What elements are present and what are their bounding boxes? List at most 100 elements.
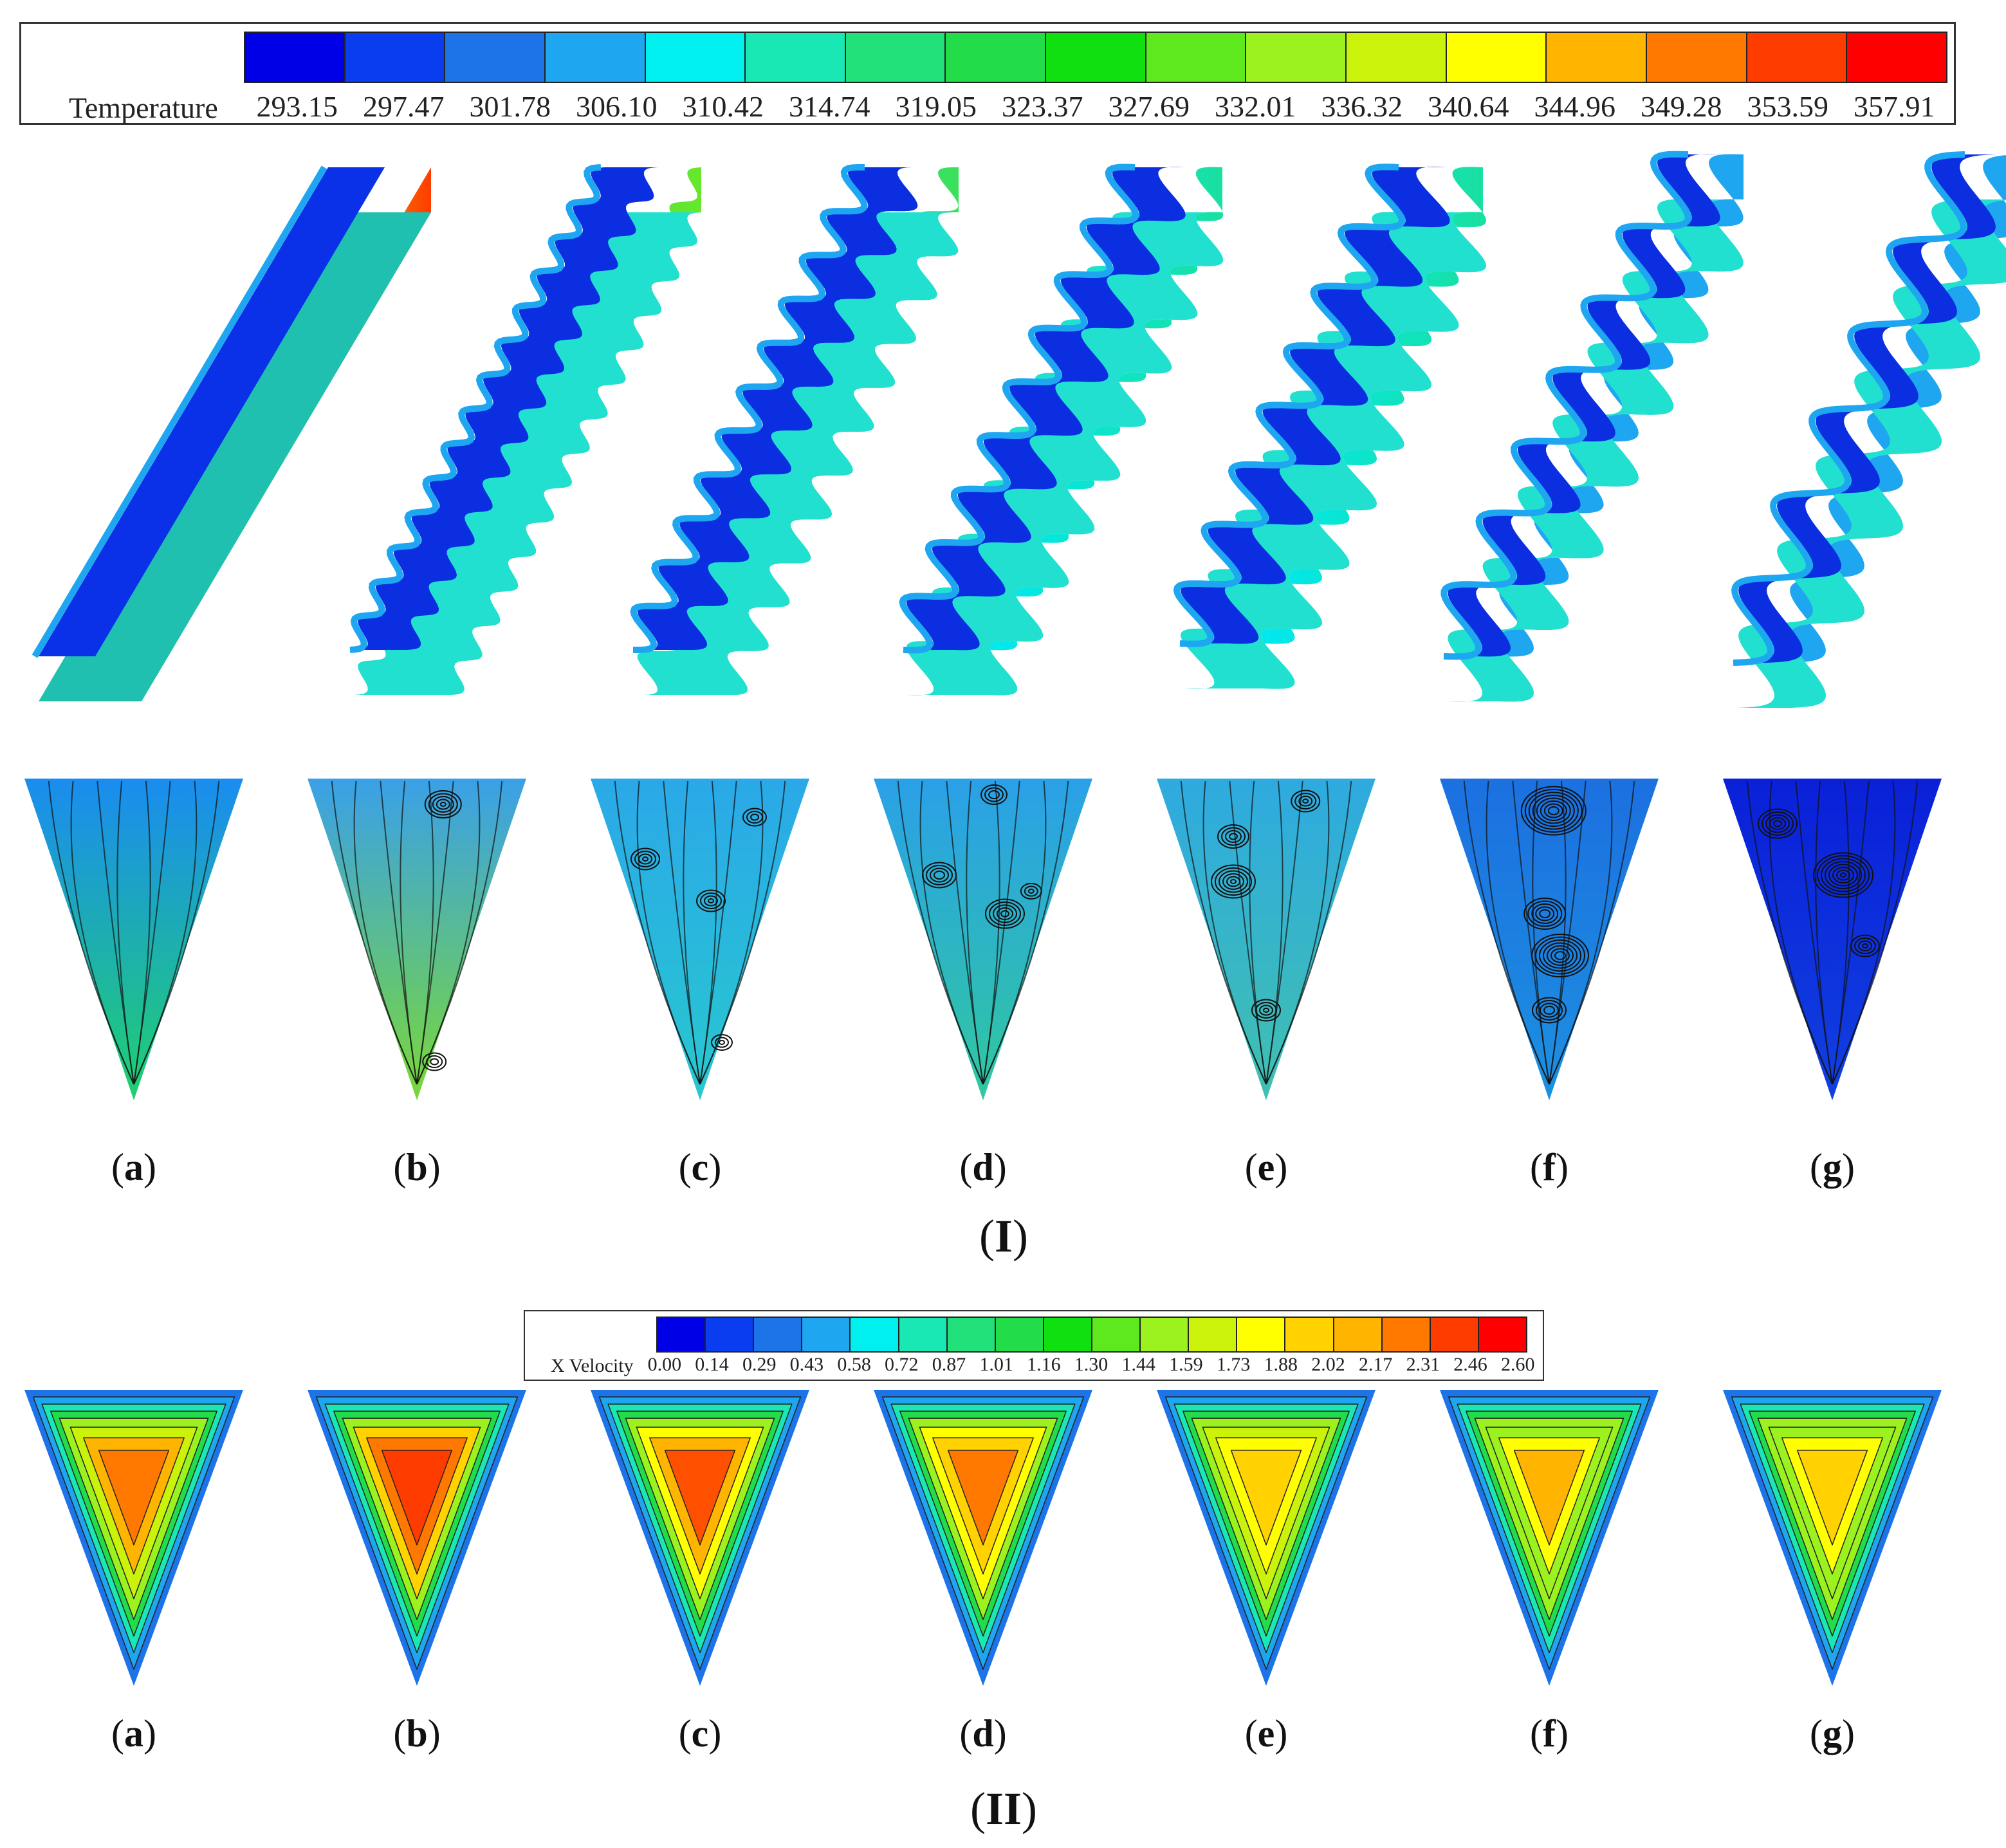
vortex-ring — [1832, 867, 1854, 883]
vortex-ring — [1825, 861, 1862, 889]
temperature-swatch — [445, 33, 546, 82]
velocity-tick-label: 1.73 — [1216, 1354, 1251, 1375]
vortex-ring — [1531, 903, 1559, 924]
panel-label-g: (g) — [1810, 1146, 1855, 1188]
streamline — [116, 781, 134, 1085]
vortex-ring — [1773, 820, 1782, 827]
panel-label-c: (c) — [678, 1712, 722, 1755]
velocity-tick-label: 2.17 — [1358, 1354, 1393, 1375]
velocity-tick-label: 0.00 — [647, 1354, 682, 1375]
streamline — [699, 781, 737, 1085]
streamline — [966, 781, 984, 1085]
velocity-tick-label: 2.31 — [1406, 1354, 1440, 1375]
channel-edge-band — [630, 163, 868, 654]
velocity-swatch — [947, 1318, 996, 1351]
channel-edge-band — [899, 163, 1139, 654]
velocity-swatch — [802, 1318, 851, 1351]
vortex-ring — [1291, 790, 1321, 813]
velocity-swatch — [1092, 1318, 1141, 1351]
vortex-ring — [1259, 1004, 1273, 1016]
channel-3d-e — [1173, 163, 1487, 689]
vortex-ring — [1535, 906, 1555, 921]
vortex-ring — [742, 808, 767, 827]
vortex-ring — [1536, 797, 1571, 824]
vortex-ring — [1020, 883, 1042, 900]
velocity-swatch — [1044, 1318, 1092, 1351]
vortex-ring — [1862, 943, 1868, 948]
vortex-ring — [704, 895, 718, 907]
channel-3d-g — [1731, 151, 2006, 708]
temperature-swatch — [1446, 33, 1547, 82]
vortex-ring — [1225, 830, 1242, 843]
section-triangle — [1157, 779, 1376, 1100]
streamline — [683, 781, 701, 1085]
vortex-ring — [1251, 999, 1281, 1022]
velocity-tick-label: 1.59 — [1169, 1354, 1203, 1375]
panel-label-d: (d) — [959, 1712, 1007, 1755]
panel-label-b: (b) — [393, 1712, 441, 1755]
vortex-ring — [1298, 795, 1313, 807]
temperature-tick-label: 336.32 — [1321, 90, 1403, 123]
section-triangle — [591, 779, 809, 1100]
temperature-tick-label: 353.59 — [1747, 90, 1829, 123]
streamline — [353, 781, 418, 1085]
vortex-ring — [993, 904, 1017, 923]
vortex-ring — [432, 796, 454, 813]
vortex-ring — [1758, 808, 1798, 839]
velocity-tick-label: 0.58 — [837, 1354, 871, 1375]
vortex-ring — [1854, 938, 1876, 954]
vortex-ring — [1527, 900, 1563, 927]
vortex-ring — [1027, 889, 1035, 894]
vortex-ring — [1543, 803, 1563, 818]
velocity-contour-row — [24, 1390, 1942, 1686]
group-label-II: (II) — [970, 1783, 1037, 1834]
velocity-tick-label: 2.02 — [1311, 1354, 1345, 1375]
velocity-section-b — [308, 1390, 526, 1686]
velocity-swatch — [1478, 1318, 1526, 1351]
streamline — [1265, 781, 1303, 1085]
temperature-swatch — [1547, 33, 1647, 82]
vortex-ring — [1547, 806, 1560, 815]
velocity-tick-label: 2.60 — [1500, 1354, 1535, 1375]
panel-label-a: (a) — [111, 1712, 156, 1755]
velocity-colorbar — [656, 1317, 1527, 1353]
velocity-section-d — [874, 1390, 1092, 1686]
streamline — [1202, 781, 1267, 1085]
velocity-swatch — [995, 1318, 1044, 1351]
vortex-ring — [1215, 867, 1252, 896]
vortex-ring — [642, 856, 649, 862]
contour-band — [947, 1450, 1019, 1546]
vortex-ring — [1520, 786, 1587, 836]
vortex-ring — [711, 1034, 733, 1051]
temperature-swatch — [1347, 33, 1447, 82]
vortex-ring — [634, 851, 656, 867]
vortex-ring — [926, 865, 953, 885]
temperature-swatch — [545, 33, 646, 82]
velocity-swatch — [706, 1318, 755, 1351]
velocity-swatch — [851, 1318, 899, 1351]
streamline-section-f — [1440, 779, 1659, 1100]
temperature-swatch — [1747, 33, 1848, 82]
vortex-ring — [426, 1055, 443, 1068]
temperature-swatch — [1046, 33, 1146, 82]
channel-edge-band — [32, 165, 327, 658]
vortex-ring — [630, 847, 660, 871]
temperature-tick-label: 327.69 — [1108, 90, 1190, 123]
streamline-section-c — [591, 779, 809, 1100]
vortex-ring — [1840, 873, 1846, 878]
vortex-ring — [1528, 791, 1579, 830]
vortex-ring — [1294, 793, 1317, 809]
velocity-tick-label: 1.01 — [979, 1354, 1013, 1375]
vortex-ring — [1828, 864, 1858, 887]
vortex-ring — [424, 790, 462, 818]
streamline — [133, 781, 171, 1085]
channel-3d-row — [32, 151, 2006, 708]
velocity-swatch — [658, 1318, 706, 1351]
temperature-tick-label: 301.78 — [469, 90, 551, 123]
vortex-ring — [1523, 898, 1567, 930]
vortex-ring — [997, 907, 1013, 920]
vortex-ring — [422, 1052, 447, 1071]
vortex-ring — [428, 793, 458, 816]
streamline-section-e — [1157, 779, 1376, 1100]
contour-band — [1230, 1450, 1302, 1546]
